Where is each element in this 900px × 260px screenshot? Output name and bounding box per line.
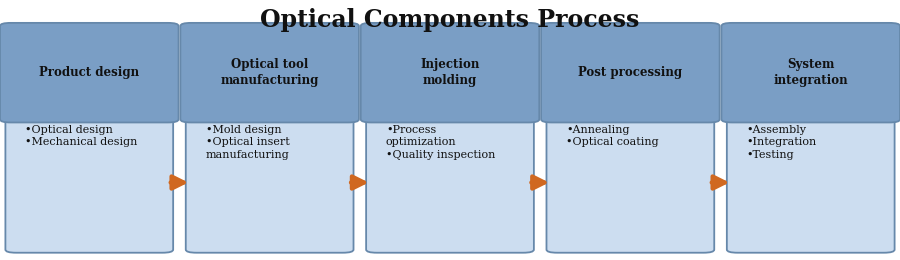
FancyBboxPatch shape bbox=[546, 112, 715, 253]
Text: •Assembly
•Integration
•Testing: •Assembly •Integration •Testing bbox=[747, 125, 817, 160]
Text: Optical Components Process: Optical Components Process bbox=[260, 8, 640, 32]
FancyBboxPatch shape bbox=[722, 23, 900, 122]
Text: Optical tool
manufacturing: Optical tool manufacturing bbox=[220, 58, 319, 87]
Text: System
integration: System integration bbox=[773, 58, 848, 87]
Text: •Optical design
•Mechanical design: •Optical design •Mechanical design bbox=[25, 125, 138, 147]
FancyBboxPatch shape bbox=[541, 23, 720, 122]
Text: •Annealing
•Optical coating: •Annealing •Optical coating bbox=[566, 125, 659, 147]
Text: •Mold design
•Optical insert
manufacturing: •Mold design •Optical insert manufacturi… bbox=[205, 125, 289, 160]
FancyBboxPatch shape bbox=[5, 112, 173, 253]
Text: Post processing: Post processing bbox=[579, 66, 682, 79]
Text: Product design: Product design bbox=[40, 66, 140, 79]
FancyBboxPatch shape bbox=[727, 112, 895, 253]
FancyBboxPatch shape bbox=[185, 112, 354, 253]
Text: Injection
molding: Injection molding bbox=[420, 58, 480, 87]
FancyBboxPatch shape bbox=[180, 23, 359, 122]
FancyBboxPatch shape bbox=[361, 23, 539, 122]
FancyBboxPatch shape bbox=[366, 112, 534, 253]
FancyBboxPatch shape bbox=[0, 23, 178, 122]
Text: •Process
optimization
•Quality inspection: •Process optimization •Quality inspectio… bbox=[386, 125, 495, 160]
